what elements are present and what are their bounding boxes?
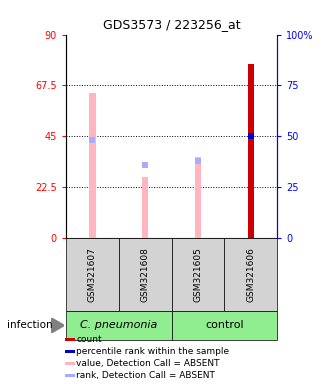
- Text: GSM321608: GSM321608: [141, 247, 150, 302]
- Bar: [65, 374, 75, 377]
- Bar: [89, 93, 96, 238]
- Bar: [172, 238, 224, 311]
- Text: GSM321607: GSM321607: [88, 247, 97, 302]
- Bar: [195, 157, 201, 238]
- Text: value, Detection Call = ABSENT: value, Detection Call = ABSENT: [76, 359, 220, 368]
- Polygon shape: [51, 318, 64, 333]
- Bar: [248, 64, 254, 238]
- Bar: [119, 238, 172, 311]
- Text: control: control: [205, 320, 244, 331]
- Text: GDS3573 / 223256_at: GDS3573 / 223256_at: [103, 18, 241, 31]
- Bar: [65, 350, 75, 353]
- Text: C. pneumonia: C. pneumonia: [80, 320, 157, 331]
- Bar: [172, 311, 277, 340]
- Bar: [66, 238, 119, 311]
- Text: GSM321606: GSM321606: [246, 247, 255, 302]
- Bar: [142, 177, 148, 238]
- Bar: [66, 311, 172, 340]
- Text: percentile rank within the sample: percentile rank within the sample: [76, 347, 229, 356]
- Text: rank, Detection Call = ABSENT: rank, Detection Call = ABSENT: [76, 371, 215, 380]
- Bar: [65, 338, 75, 341]
- Bar: [224, 238, 277, 311]
- Text: GSM321605: GSM321605: [193, 247, 203, 302]
- Bar: [65, 362, 75, 365]
- Text: count: count: [76, 335, 102, 344]
- Text: infection: infection: [7, 320, 52, 331]
